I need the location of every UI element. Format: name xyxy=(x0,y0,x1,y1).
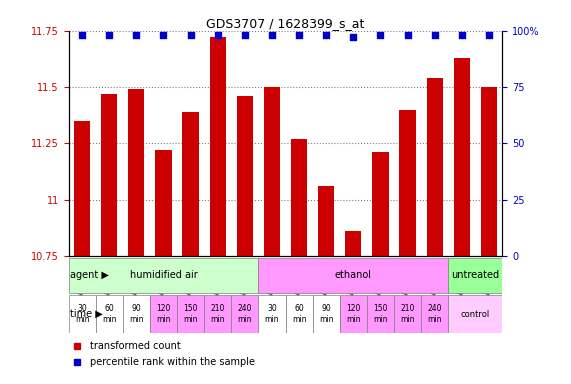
Text: 90
min: 90 min xyxy=(319,305,333,324)
Text: 60
min: 60 min xyxy=(102,305,116,324)
FancyBboxPatch shape xyxy=(421,296,448,333)
Point xyxy=(186,32,195,38)
FancyBboxPatch shape xyxy=(448,258,502,293)
Bar xyxy=(74,121,90,256)
FancyBboxPatch shape xyxy=(150,296,177,333)
Point xyxy=(403,32,412,38)
Text: humidified air: humidified air xyxy=(130,270,198,280)
Text: time ▶: time ▶ xyxy=(70,309,103,319)
Bar xyxy=(291,139,307,256)
Bar xyxy=(481,87,497,256)
Bar xyxy=(183,112,199,256)
FancyBboxPatch shape xyxy=(313,296,340,333)
Point xyxy=(430,32,439,38)
Text: ethanol: ethanol xyxy=(335,270,372,280)
Bar xyxy=(128,89,144,256)
Text: 240
min: 240 min xyxy=(238,305,252,324)
FancyBboxPatch shape xyxy=(123,296,150,333)
Text: 210
min: 210 min xyxy=(211,305,225,324)
Bar xyxy=(318,186,335,256)
FancyBboxPatch shape xyxy=(69,296,96,333)
FancyBboxPatch shape xyxy=(258,296,286,333)
Bar xyxy=(155,150,172,256)
Text: 30
min: 30 min xyxy=(265,305,279,324)
Bar xyxy=(264,87,280,256)
Text: 30
min: 30 min xyxy=(75,305,89,324)
Bar xyxy=(372,152,389,256)
FancyBboxPatch shape xyxy=(96,296,123,333)
Point xyxy=(159,32,168,38)
Text: 150
min: 150 min xyxy=(373,305,388,324)
FancyBboxPatch shape xyxy=(177,296,204,333)
FancyBboxPatch shape xyxy=(69,258,258,293)
Text: 150
min: 150 min xyxy=(183,305,198,324)
Text: agent ▶: agent ▶ xyxy=(70,270,108,280)
FancyBboxPatch shape xyxy=(258,258,448,293)
Bar xyxy=(345,231,361,256)
Point xyxy=(267,32,276,38)
FancyBboxPatch shape xyxy=(340,296,367,333)
FancyBboxPatch shape xyxy=(394,296,421,333)
Text: untreated: untreated xyxy=(451,270,500,280)
Text: 60
min: 60 min xyxy=(292,305,306,324)
Point xyxy=(484,32,493,38)
Text: 240
min: 240 min xyxy=(428,305,442,324)
Text: 120
min: 120 min xyxy=(346,305,360,324)
Point xyxy=(213,32,222,38)
FancyBboxPatch shape xyxy=(367,296,394,333)
Text: 90
min: 90 min xyxy=(129,305,143,324)
Text: 210
min: 210 min xyxy=(400,305,415,324)
Bar xyxy=(101,94,118,256)
FancyBboxPatch shape xyxy=(448,296,502,333)
Text: percentile rank within the sample: percentile rank within the sample xyxy=(90,357,255,367)
Point xyxy=(132,32,141,38)
Bar xyxy=(454,58,470,256)
Text: transformed count: transformed count xyxy=(90,341,181,351)
Bar xyxy=(210,38,226,256)
Bar xyxy=(237,96,253,256)
Point xyxy=(240,32,250,38)
Point xyxy=(376,32,385,38)
Text: control: control xyxy=(461,310,490,319)
Point xyxy=(349,35,358,41)
Point xyxy=(295,32,304,38)
Point xyxy=(104,32,114,38)
Point xyxy=(78,32,87,38)
FancyBboxPatch shape xyxy=(286,296,313,333)
Bar xyxy=(427,78,443,256)
Point xyxy=(457,32,467,38)
FancyBboxPatch shape xyxy=(231,296,258,333)
Text: 120
min: 120 min xyxy=(156,305,171,324)
Bar xyxy=(400,109,416,256)
FancyBboxPatch shape xyxy=(204,296,231,333)
Point xyxy=(321,32,331,38)
Title: GDS3707 / 1628399_s_at: GDS3707 / 1628399_s_at xyxy=(206,17,365,30)
